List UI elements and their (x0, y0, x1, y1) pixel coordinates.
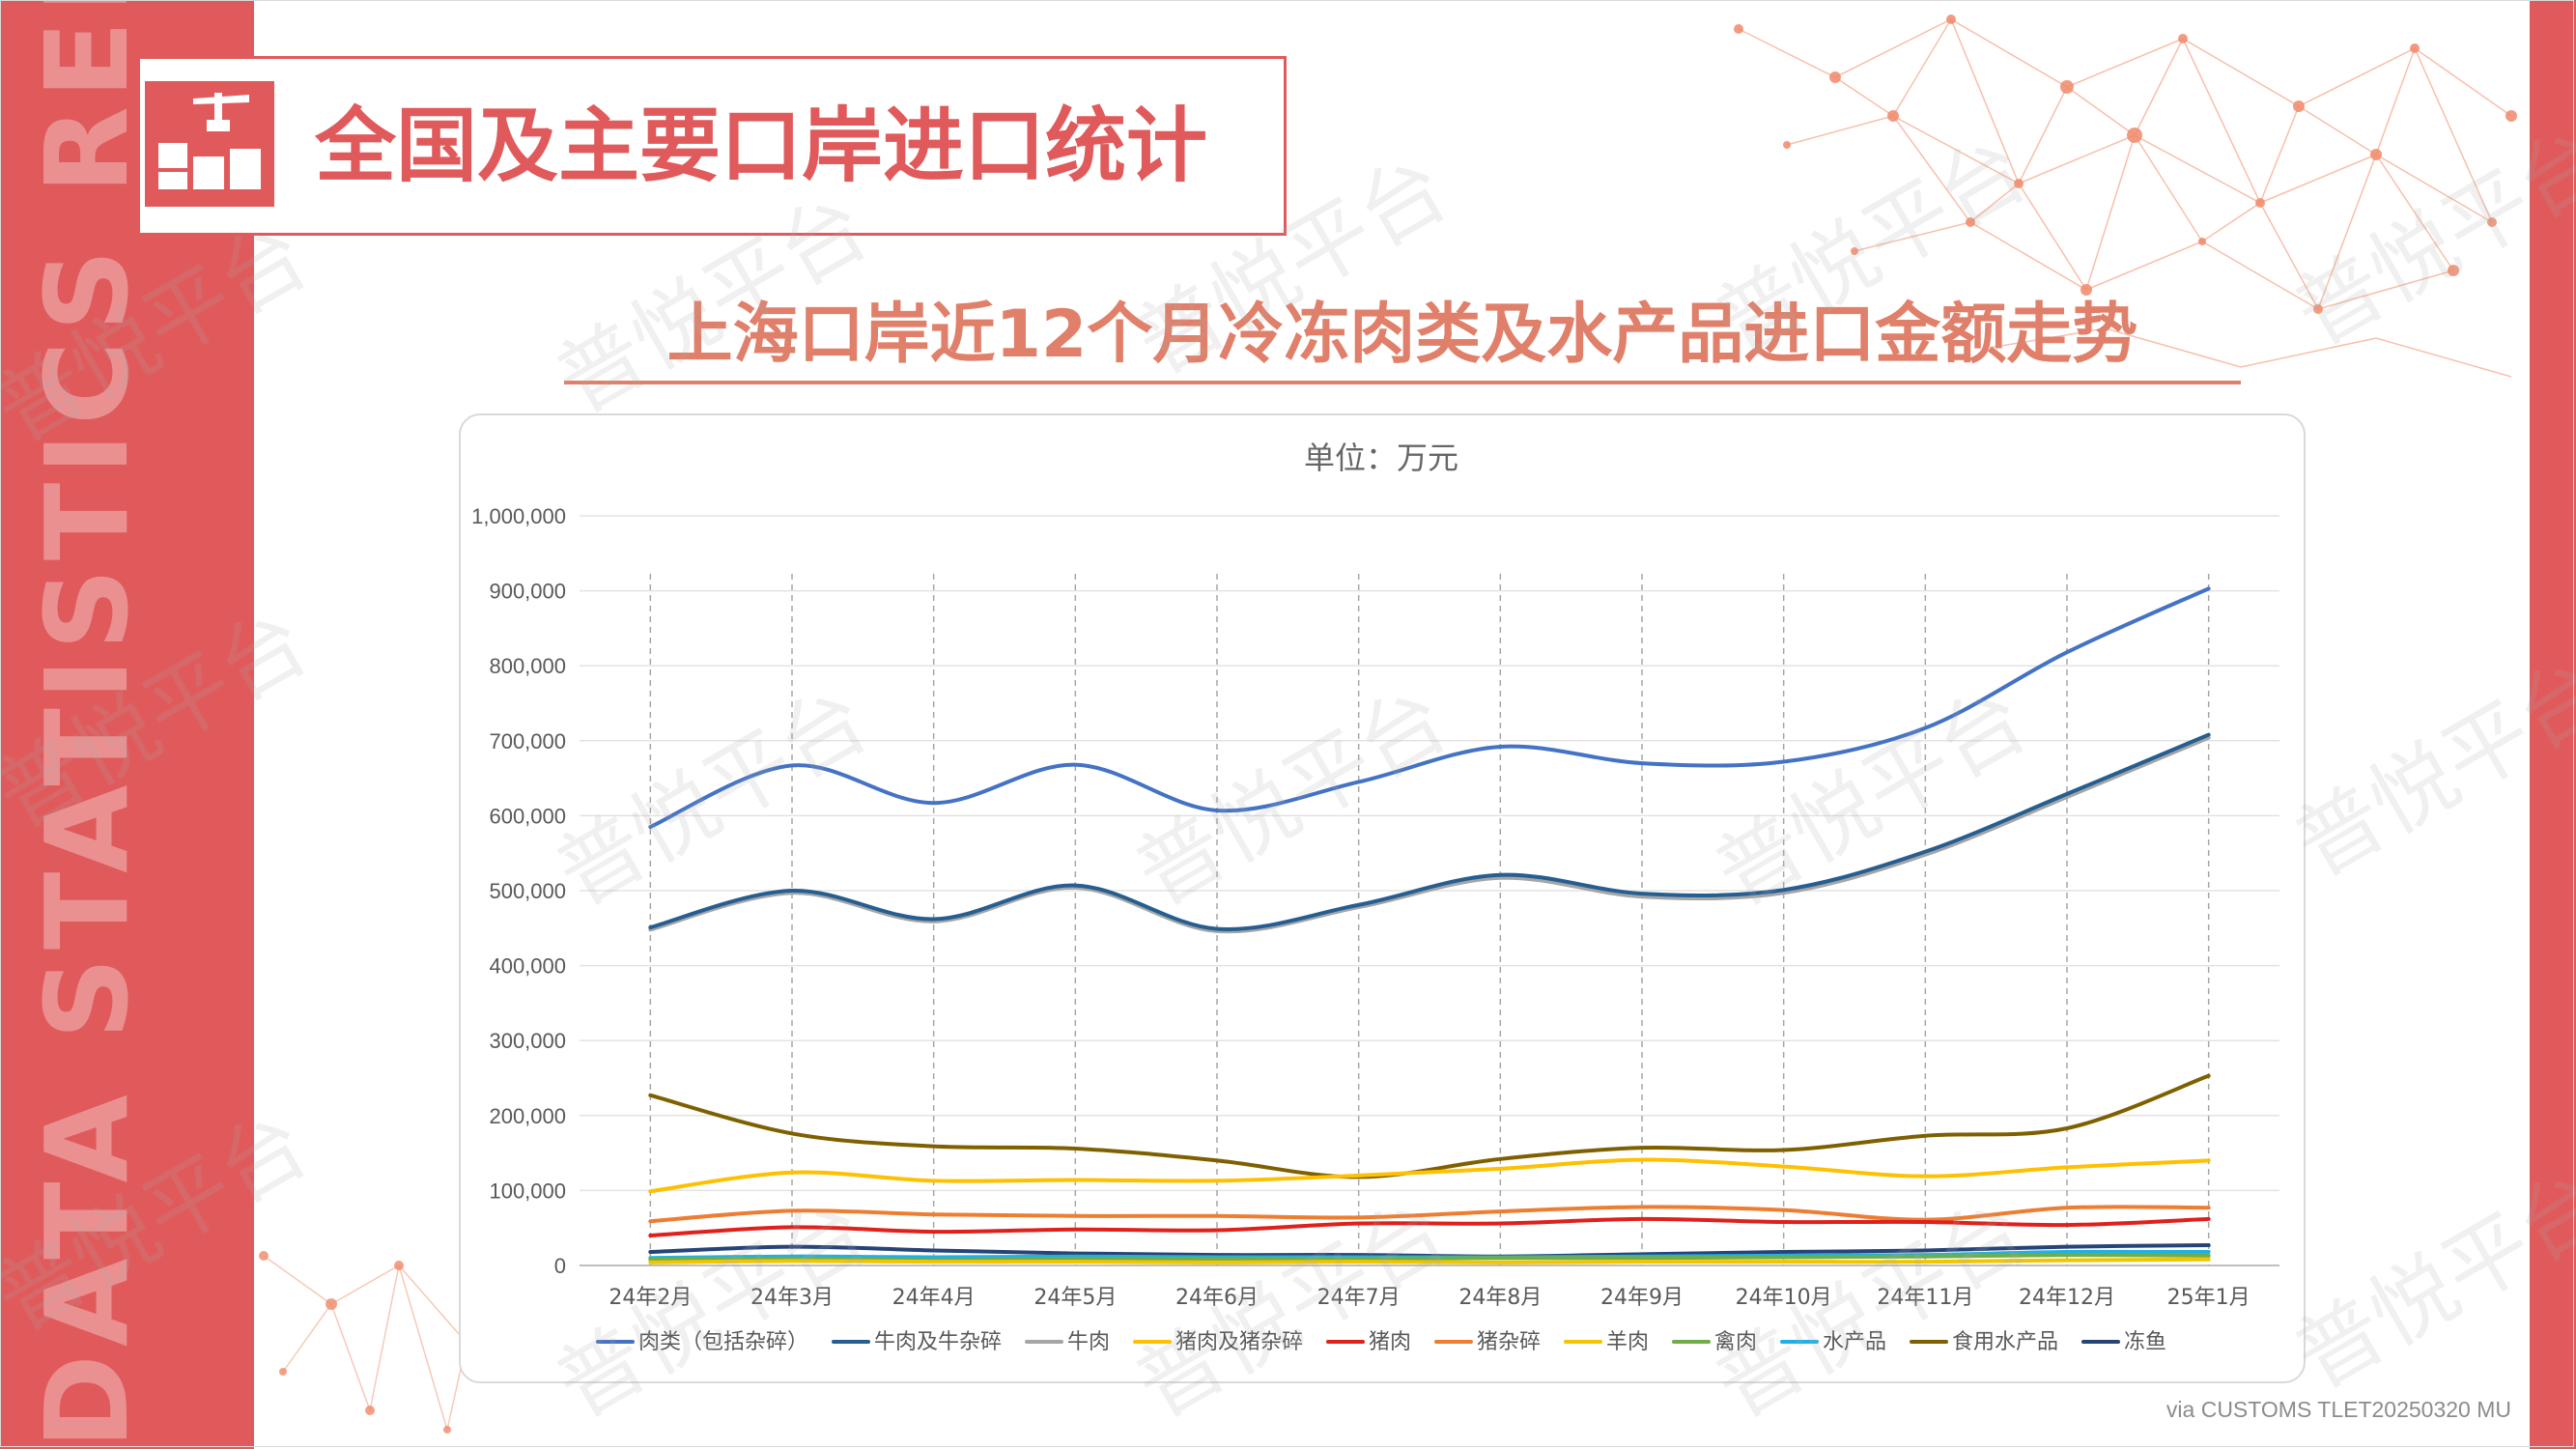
x-tick-label: 24年11月 (1877, 1286, 1973, 1310)
y-tick-label: 200,000 (489, 1104, 566, 1128)
y-tick-label: 100,000 (489, 1179, 566, 1203)
legend-label: 羊肉 (1606, 1330, 1649, 1354)
legend: 肉类（包括杂碎） 牛肉及牛杂碎 牛肉 猪肉及猪杂碎 猪肉 猪杂碎 羊肉 禽肉 水产品 食用水产品 冻… (596, 1330, 2166, 1354)
series-line (648, 1073, 2211, 1179)
x-tick-label: 24年12月 (2019, 1286, 2115, 1310)
x-tick-label: 24年6月 (1175, 1286, 1259, 1310)
x-tick-label: 24年7月 (1317, 1286, 1401, 1310)
x-tick-label: 24年5月 (1033, 1286, 1117, 1310)
x-axis-ticks: 24年2月 24年3月 24年4月 24年5月 24年6月 24年7月 24年8月 24年9月… (609, 1286, 2250, 1310)
y-tick-label: 600,000 (489, 804, 566, 828)
y-tick-label: 900,000 (489, 580, 566, 604)
legend-label: 肉类（包括杂碎） (638, 1330, 808, 1354)
legend-label: 水产品 (1823, 1330, 1886, 1354)
series-line (648, 1257, 2211, 1264)
series-line (648, 1216, 2211, 1237)
legend-label: 冻鱼 (2124, 1330, 2166, 1354)
legend-label: 禽肉 (1714, 1330, 1757, 1354)
y-tick-label: 1,000,000 (471, 504, 566, 528)
y-tick-label: 0 (554, 1254, 566, 1278)
legend-label: 猪肉及猪杂碎 (1175, 1330, 1303, 1354)
chart-title-underline (564, 381, 2241, 384)
crane-cargo-icon (158, 93, 261, 189)
legend-label: 食用水产品 (1952, 1330, 2058, 1354)
y-axis-ticks: 0 100,000 200,000 300,000 400,000 500,000 600,… (471, 504, 566, 1278)
x-tick-label: 25年1月 (2167, 1286, 2250, 1310)
network-decoration-top-right (1734, 14, 2517, 378)
series-layer (648, 586, 2211, 1264)
x-tick-label: 24年8月 (1458, 1286, 1542, 1310)
series-line (648, 586, 2211, 830)
x-tick-label: 24年9月 (1600, 1286, 1684, 1310)
x-tick-label: 24年4月 (892, 1286, 976, 1310)
source-note: via CUSTOMS TLET20250320 MU (2166, 1397, 2511, 1422)
legend-label: 牛肉及牛杂碎 (874, 1330, 1002, 1354)
x-tick-label: 24年10月 (1736, 1286, 1832, 1310)
y-tick-label: 700,000 (489, 729, 566, 753)
series-line (648, 732, 2211, 931)
series-line (648, 735, 2211, 934)
header-title: 全国及主要口岸进口统计 (315, 99, 1208, 193)
y-tick-label: 300,000 (489, 1029, 566, 1053)
legend-label: 猪肉 (1369, 1330, 1411, 1354)
header-frame (137, 56, 1287, 236)
unit-label: 单位：万元 (1303, 440, 1458, 476)
line-chart: 0 100,000 200,000 300,000 400,000 500,000 600,… (471, 504, 2279, 1354)
y-tick-label: 800,000 (489, 654, 566, 678)
legend-label: 牛肉 (1067, 1330, 1110, 1354)
header-icon-tile (145, 81, 274, 207)
right-decor-band (2530, 0, 2576, 1449)
x-tick-label: 24年2月 (609, 1286, 692, 1310)
legend-label: 猪杂碎 (1477, 1330, 1541, 1354)
series-line (648, 1157, 2211, 1194)
chart-title: 上海口岸近12个月冷冻肉类及水产品进口金额走势 (666, 297, 2138, 373)
y-tick-label: 400,000 (489, 954, 566, 979)
y-tick-label: 500,000 (489, 879, 566, 903)
series-line (648, 1205, 2211, 1224)
left-decor-band: DATA STATISTICS REPORT (0, 0, 254, 1449)
x-tick-label: 24年3月 (750, 1286, 834, 1310)
